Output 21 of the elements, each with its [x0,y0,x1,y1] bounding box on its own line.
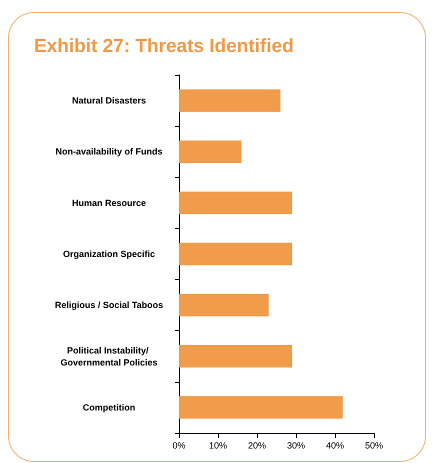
bar [179,294,269,316]
bar [179,192,292,214]
y-tick-label: Competition [82,402,136,412]
y-tick-label: Human Resource [72,198,146,208]
x-tick-label: 0% [172,440,186,450]
x-tick-label: 20% [248,440,266,450]
y-tick-label: Organization Specific [62,249,156,259]
bar [179,396,343,419]
x-tick-label: 10% [208,440,228,450]
x-tick-label: 50% [364,440,384,450]
x-tick-label: 30% [286,440,306,450]
chart-title: Exhibit 27: Threats Identified [34,36,294,58]
y-tick-label: Religious / Social Taboos [54,300,164,310]
y-tick-label: Political Instability/ Governmental Policies [60,345,158,368]
bar [179,242,292,266]
bar [179,140,242,163]
y-tick-label: Natural Disasters [72,96,146,106]
y-tick-label: Non-availability of Funds [55,146,163,157]
bar [179,89,280,112]
bar [179,345,292,368]
x-tick-label: 40% [326,440,344,450]
